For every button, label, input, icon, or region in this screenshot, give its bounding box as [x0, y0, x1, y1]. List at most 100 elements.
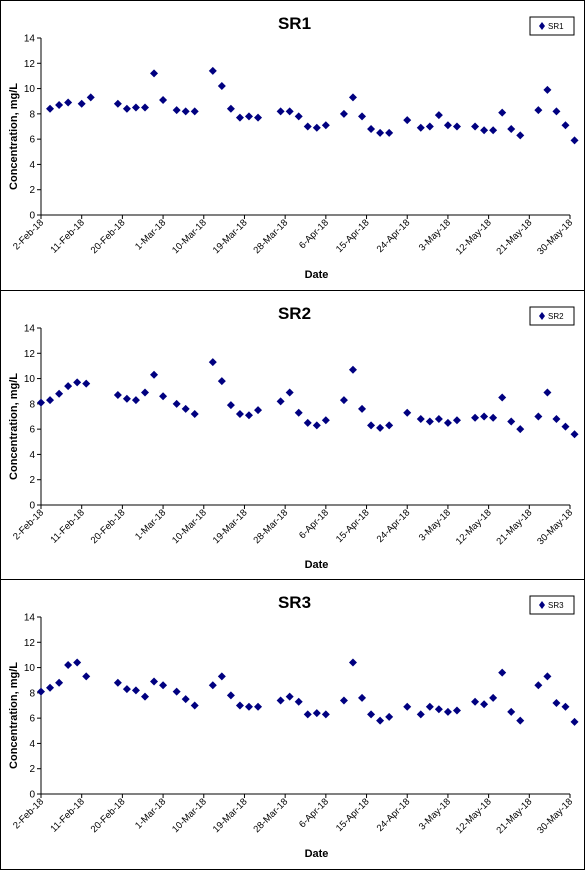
chart-panel-sr3: SR3 0 2 4 6 8 10 12 14 2-Feb-18 11-Feb-18 20-Feb-18… [0, 579, 585, 870]
data-point [498, 108, 507, 117]
legend: SR2 [529, 306, 575, 326]
y-tick-label: 0 [29, 501, 35, 512]
data-point [425, 417, 434, 426]
y-tick-label: 0 [29, 211, 35, 222]
data-point [294, 112, 303, 121]
chart-title: SR1 [278, 14, 311, 33]
data-point [244, 112, 253, 121]
legend-label: SR2 [548, 312, 564, 321]
data-point [181, 107, 190, 116]
data-point [150, 370, 159, 379]
data-point [172, 687, 181, 696]
data-point [498, 393, 507, 402]
chart-sr1: SR1 0 2 4 6 8 10 12 14 2-Feb-18 11-Feb-18 20-Feb-18… [8, 14, 579, 281]
y-tick-label: 14 [24, 324, 36, 335]
x-tick-label: 12-May-18 [454, 507, 494, 547]
data-point [498, 668, 507, 677]
legend-marker [539, 22, 545, 30]
data-point [312, 123, 321, 132]
data-point [46, 396, 55, 405]
data-point [86, 93, 95, 102]
data-point [276, 696, 285, 705]
data-point [285, 388, 294, 397]
x-tick-label: 10-Mar-18 [170, 796, 209, 835]
data-point [507, 707, 516, 716]
x-tick-label: 20-Feb-18 [89, 796, 128, 835]
data-point [471, 122, 480, 131]
x-tick-label: 1-Mar-18 [133, 507, 168, 542]
data-point [150, 677, 159, 686]
legend-label: SR3 [548, 601, 564, 610]
y-tick-label: 2 [29, 185, 35, 196]
data-point [452, 706, 461, 715]
data-point [276, 397, 285, 406]
data-point [416, 123, 425, 132]
data-point [489, 126, 498, 135]
data-point [190, 701, 199, 710]
data-point [570, 430, 579, 439]
data-point [516, 425, 525, 434]
data-point [113, 99, 122, 108]
data-point [55, 389, 64, 398]
data-point [312, 709, 321, 718]
x-tick-label: 19-Mar-18 [211, 217, 250, 256]
y-tick-label: 12 [24, 349, 36, 360]
data-point [348, 658, 357, 667]
data-point [303, 122, 312, 131]
x-axis-title: Date [305, 269, 329, 281]
data-point [434, 111, 443, 120]
y-tick-label: 10 [24, 374, 36, 385]
x-tick-label: 15-Apr-18 [334, 217, 372, 255]
data-point [507, 125, 516, 134]
x-tick-label: 30-May-18 [535, 796, 575, 836]
data-point [140, 388, 149, 397]
data-point [480, 700, 489, 709]
x-tick-label: 11-Feb-18 [49, 507, 87, 545]
data-point [416, 415, 425, 424]
data-point [425, 122, 434, 131]
x-tick-label: 20-Feb-18 [89, 507, 128, 546]
data-point [552, 415, 561, 424]
x-tick-label: 2-Feb-18 [11, 507, 46, 542]
data-point [159, 392, 168, 401]
data-point [208, 681, 217, 690]
x-tick-label: 1-Mar-18 [133, 796, 168, 831]
x-tick-label: 11-Feb-18 [49, 796, 87, 834]
data-point [312, 421, 321, 430]
data-point [552, 107, 561, 116]
data-point [367, 710, 376, 719]
chart-title: SR3 [278, 593, 311, 612]
data-point [172, 106, 181, 115]
data-point [181, 695, 190, 704]
data-point [235, 409, 244, 418]
x-tick-label: 2-Feb-18 [11, 796, 46, 831]
x-tick-label: 6-Apr-18 [297, 217, 331, 251]
data-point [561, 121, 570, 130]
data-point [235, 113, 244, 122]
data-point [131, 103, 140, 112]
x-tick-label: 24-Apr-18 [375, 507, 413, 545]
data-point [303, 710, 312, 719]
data-point [489, 413, 498, 422]
y-tick-label: 8 [29, 109, 35, 120]
data-point [254, 702, 263, 711]
chart-sr3: SR3 0 2 4 6 8 10 12 14 2-Feb-18 11-Feb-18 20-Feb-18… [8, 593, 579, 860]
data-point [385, 712, 394, 721]
data-point [358, 404, 367, 413]
data-point [244, 702, 253, 711]
data-point [244, 411, 253, 420]
y-tick-label: 6 [29, 425, 35, 436]
data-point [226, 691, 235, 700]
data-point [534, 106, 543, 115]
data-point [55, 101, 64, 110]
chart-panel-sr1: SR1 0 2 4 6 8 10 12 14 2-Feb-18 11-Feb-18 20-Feb-18… [0, 0, 585, 291]
data-point [534, 412, 543, 421]
data-point [217, 672, 226, 681]
data-point [159, 95, 168, 104]
x-tick-label: 3-May-18 [417, 507, 453, 543]
data-point [434, 415, 443, 424]
x-tick-label: 19-Mar-18 [211, 796, 250, 835]
x-tick-label: 21-May-18 [495, 796, 535, 836]
data-point [471, 413, 480, 422]
x-tick-label: 12-May-18 [454, 217, 494, 257]
